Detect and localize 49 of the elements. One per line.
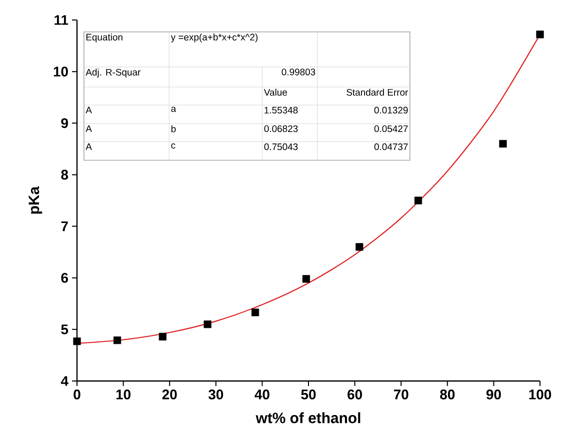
point <box>536 30 544 38</box>
x-tick-label: 10 <box>116 390 130 400</box>
annotation: y =exp(a+b*x+c*x^2) <box>170 34 258 42</box>
y-tick-label: 4 <box>60 376 68 386</box>
annotation: b <box>171 125 176 132</box>
point <box>356 243 364 251</box>
x-tick-label: 30 <box>208 390 224 400</box>
x-tick-label: 90 <box>486 390 501 400</box>
annotation: Standard Error <box>346 88 408 96</box>
point <box>499 140 507 148</box>
x-tick-label: 80 <box>440 390 455 400</box>
x-tick-label: 20 <box>162 390 177 400</box>
annotation: 0.99803 <box>282 68 316 76</box>
x-tick-label: 0 <box>74 390 80 400</box>
annotation: A <box>86 125 92 132</box>
annotation: 0.06823 <box>264 125 298 132</box>
annotation: 0.05427 <box>374 125 408 132</box>
annotation: 0.04737 <box>374 143 408 150</box>
x-tick-label: 60 <box>348 390 362 400</box>
point <box>204 320 212 328</box>
point <box>158 332 166 340</box>
x-tick-label: 50 <box>301 390 316 400</box>
point <box>414 196 422 204</box>
x-tick-label: 70 <box>394 390 408 400</box>
annotation: Equation <box>86 34 122 42</box>
annotation: a <box>171 106 176 112</box>
annotation: 0.75043 <box>264 143 298 150</box>
annotation: 1.55348 <box>264 106 298 114</box>
y-tick-label: 9 <box>61 118 68 128</box>
y-axis-title: pKa <box>28 186 42 214</box>
annotation: 0.01329 <box>374 106 408 114</box>
point <box>302 275 310 283</box>
x-tick-label: 100 <box>529 390 552 400</box>
x-tick-label: 40 <box>254 390 270 400</box>
annotation: A <box>86 106 92 114</box>
y-tick-label: 6 <box>61 272 68 283</box>
point <box>113 336 122 344</box>
point <box>73 337 81 346</box>
y-tick-label: 11 <box>54 15 68 25</box>
x-axis-title: wt% of ethanol <box>256 412 360 424</box>
annotation: Value <box>264 88 287 96</box>
y-tick-label: 7 <box>61 221 68 232</box>
annotation: c <box>171 143 176 149</box>
y-tick-label: 10 <box>54 66 68 77</box>
y-tick-label: 8 <box>61 170 68 180</box>
point <box>251 308 260 316</box>
annotation: Adj. R-Squar <box>86 68 141 78</box>
annotation: A <box>86 143 92 150</box>
y-tick-label: 5 <box>61 324 68 334</box>
